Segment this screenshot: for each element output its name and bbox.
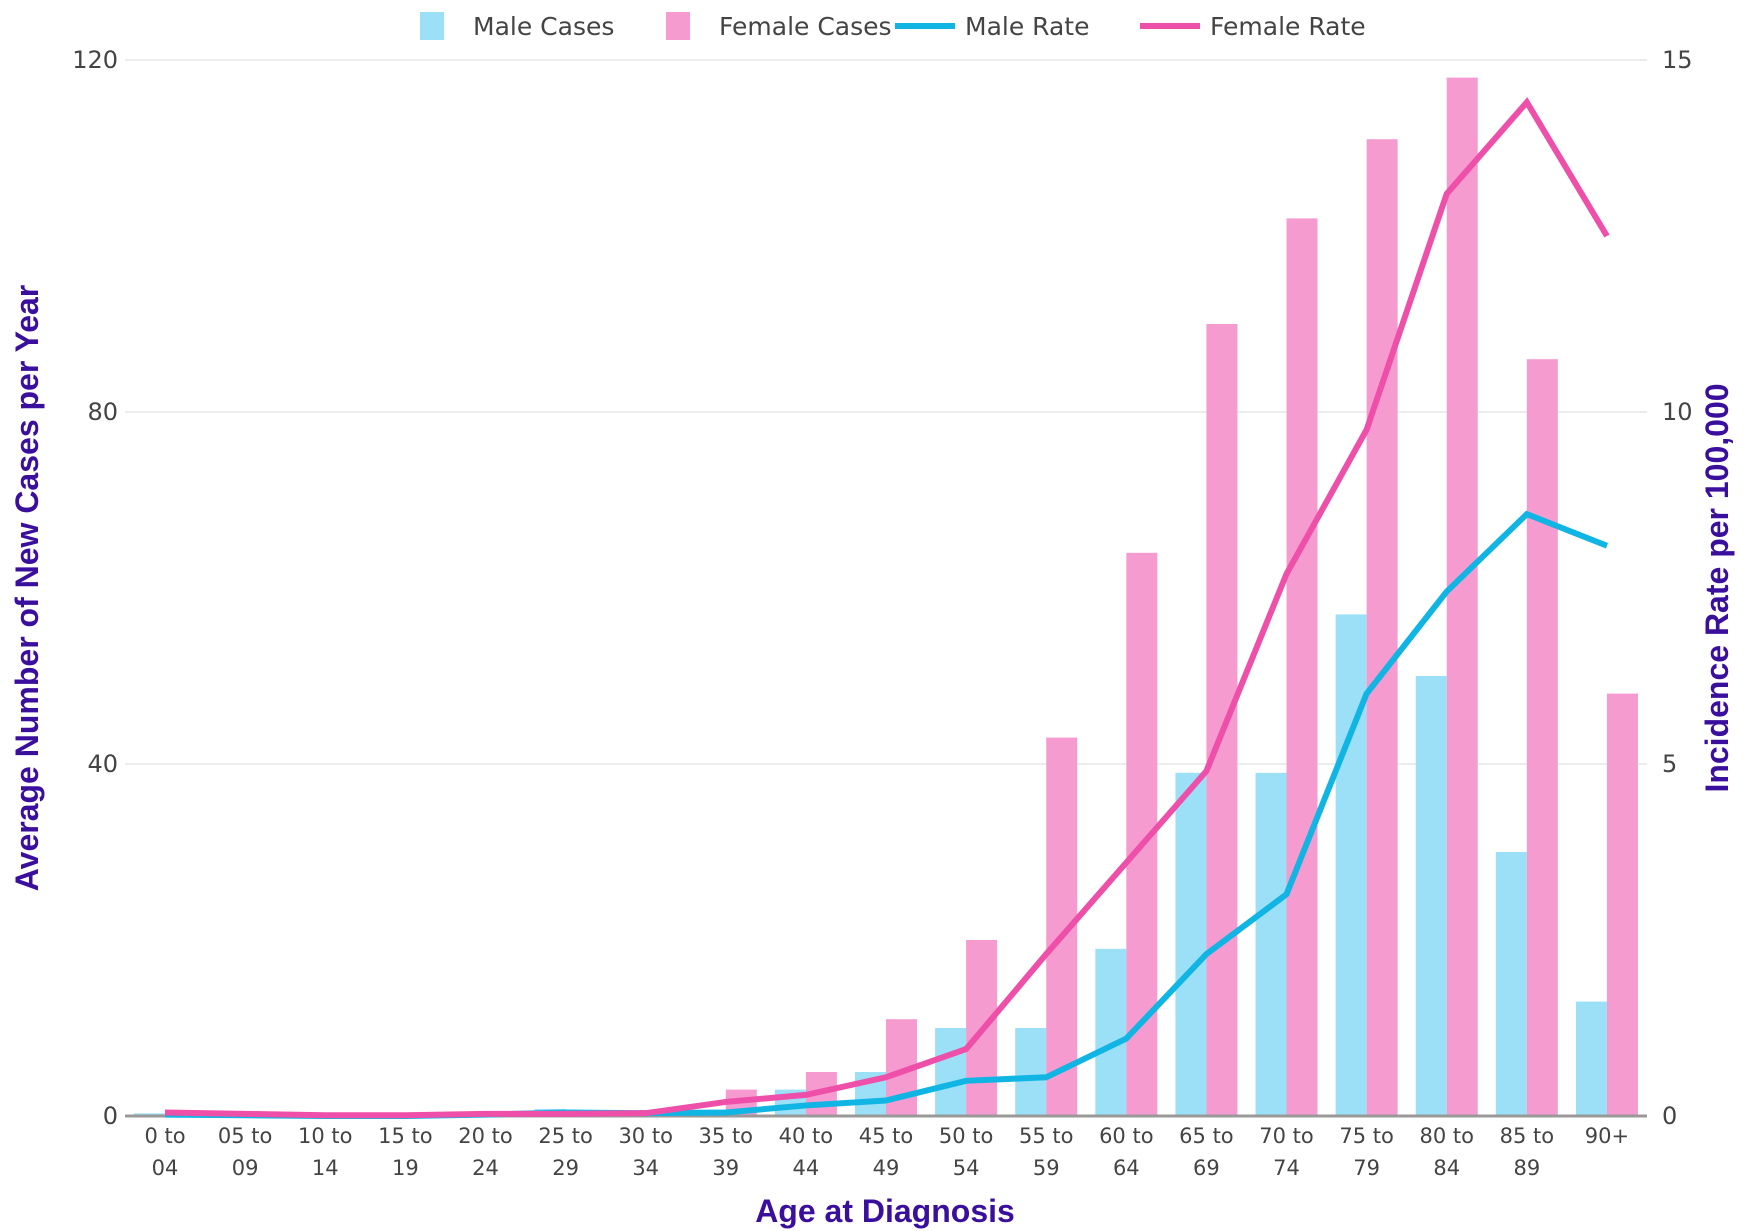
left-y-tick-label: 120 — [72, 46, 118, 74]
x-tick-label-line2: 54 — [953, 1156, 980, 1180]
right-y-tick-label: 0 — [1662, 1102, 1677, 1130]
male-cases-bar — [1335, 614, 1367, 1116]
x-tick-label: 85 to — [1500, 1124, 1554, 1148]
x-tick-label-line2: 69 — [1193, 1156, 1220, 1180]
legend-item[interactable]: Female Cases — [666, 12, 892, 41]
male-cases-bar — [1495, 852, 1527, 1116]
legend-swatch — [666, 12, 690, 40]
male-cases-bar — [1095, 948, 1127, 1116]
x-tick-label-line2: 39 — [712, 1156, 739, 1180]
x-tick-label: 60 to — [1099, 1124, 1153, 1148]
legend-label: Female Rate — [1210, 12, 1366, 41]
male-cases-bar — [1575, 1001, 1607, 1116]
x-tick-label: 65 to — [1179, 1124, 1233, 1148]
x-tick-label: 75 to — [1339, 1124, 1393, 1148]
legend-swatch — [420, 12, 444, 40]
right-y-tick-label: 5 — [1662, 750, 1677, 778]
x-tick-label: 55 to — [1019, 1124, 1073, 1148]
right-y-tick-label: 15 — [1662, 46, 1693, 74]
x-tick-label: 80 to — [1419, 1124, 1473, 1148]
male-cases-bar — [1255, 772, 1287, 1116]
female-cases-bar — [1526, 359, 1558, 1116]
x-tick-label: 45 to — [859, 1124, 913, 1148]
right-y-axis-title: Incidence Rate per 100,000 — [1699, 383, 1735, 792]
legend-label: Female Cases — [719, 12, 892, 41]
x-tick-label-line2: 59 — [1033, 1156, 1060, 1180]
left-y-tick-label: 0 — [103, 1102, 118, 1130]
grid-lines — [125, 59, 1647, 765]
legend-label: Male Rate — [965, 12, 1090, 41]
x-tick-label: 40 to — [779, 1124, 833, 1148]
x-tick-label-line2: 24 — [472, 1156, 499, 1180]
x-tick-label: 05 to — [218, 1124, 272, 1148]
female-cases-bar — [1286, 218, 1318, 1116]
x-tick-label: 25 to — [538, 1124, 592, 1148]
x-tick-label: 70 to — [1259, 1124, 1313, 1148]
bar-series — [134, 77, 1638, 1117]
legend: Male Cases Female Cases Male Rate Female Ra… — [420, 12, 1366, 41]
legend-label: Male Cases — [473, 12, 614, 41]
x-tick-label-line2: 44 — [793, 1156, 820, 1180]
female-cases-bar — [1446, 77, 1478, 1117]
left-y-tick-label: 40 — [87, 750, 118, 778]
x-tick-label-line2: 49 — [873, 1156, 900, 1180]
male-cases-bar — [1015, 1028, 1047, 1116]
x-tick-label-line2: 29 — [552, 1156, 579, 1180]
x-tick-label-line2: 79 — [1353, 1156, 1380, 1180]
x-tick-label: 15 to — [378, 1124, 432, 1148]
right-y-axis-ticks: 0 5 10 15 — [1662, 46, 1693, 1130]
legend-item[interactable]: Male Cases — [420, 12, 614, 41]
x-axis-ticks: 0 to 04 05 to 09 10 to 14 15 to 19 20 to 24 25 to 2… — [144, 1124, 1629, 1180]
legend-item[interactable]: Female Rate — [1140, 12, 1366, 41]
left-y-axis-ticks: 0 40 80 120 — [72, 46, 118, 1130]
x-tick-label-line2: 64 — [1113, 1156, 1140, 1180]
male-cases-bar — [1415, 676, 1447, 1116]
x-tick-label: 20 to — [458, 1124, 512, 1148]
male-cases-bar — [935, 1028, 967, 1116]
x-tick-label: 90+ — [1585, 1124, 1629, 1148]
x-tick-label-line2: 84 — [1433, 1156, 1460, 1180]
x-tick-label-line2: 34 — [632, 1156, 659, 1180]
female-cases-bar — [1206, 324, 1238, 1116]
female-cases-bar — [1366, 139, 1398, 1116]
left-y-tick-label: 80 — [87, 398, 118, 426]
male-cases-bar — [1175, 772, 1207, 1116]
left-y-axis-title: Average Number of New Cases per Year — [9, 285, 45, 892]
x-tick-label-line2: 09 — [232, 1156, 259, 1180]
x-tick-label: 30 to — [618, 1124, 672, 1148]
x-tick-label-line2: 04 — [152, 1156, 179, 1180]
x-tick-label: 50 to — [939, 1124, 993, 1148]
legend-item[interactable]: Male Rate — [895, 12, 1090, 41]
x-tick-label: 10 to — [298, 1124, 352, 1148]
x-tick-label-line2: 14 — [312, 1156, 339, 1180]
x-tick-label-line2: 74 — [1273, 1156, 1300, 1180]
female-cases-bar — [1606, 693, 1638, 1116]
line-series — [164, 97, 1610, 1119]
x-axis-title: Age at Diagnosis — [755, 1193, 1015, 1229]
x-tick-label: 35 to — [699, 1124, 753, 1148]
female-rate-line — [164, 97, 1610, 1119]
right-y-tick-label: 10 — [1662, 398, 1693, 426]
x-tick-label: 0 to — [144, 1124, 185, 1148]
x-tick-label-line2: 89 — [1513, 1156, 1540, 1180]
x-tick-label-line2: 19 — [392, 1156, 419, 1180]
